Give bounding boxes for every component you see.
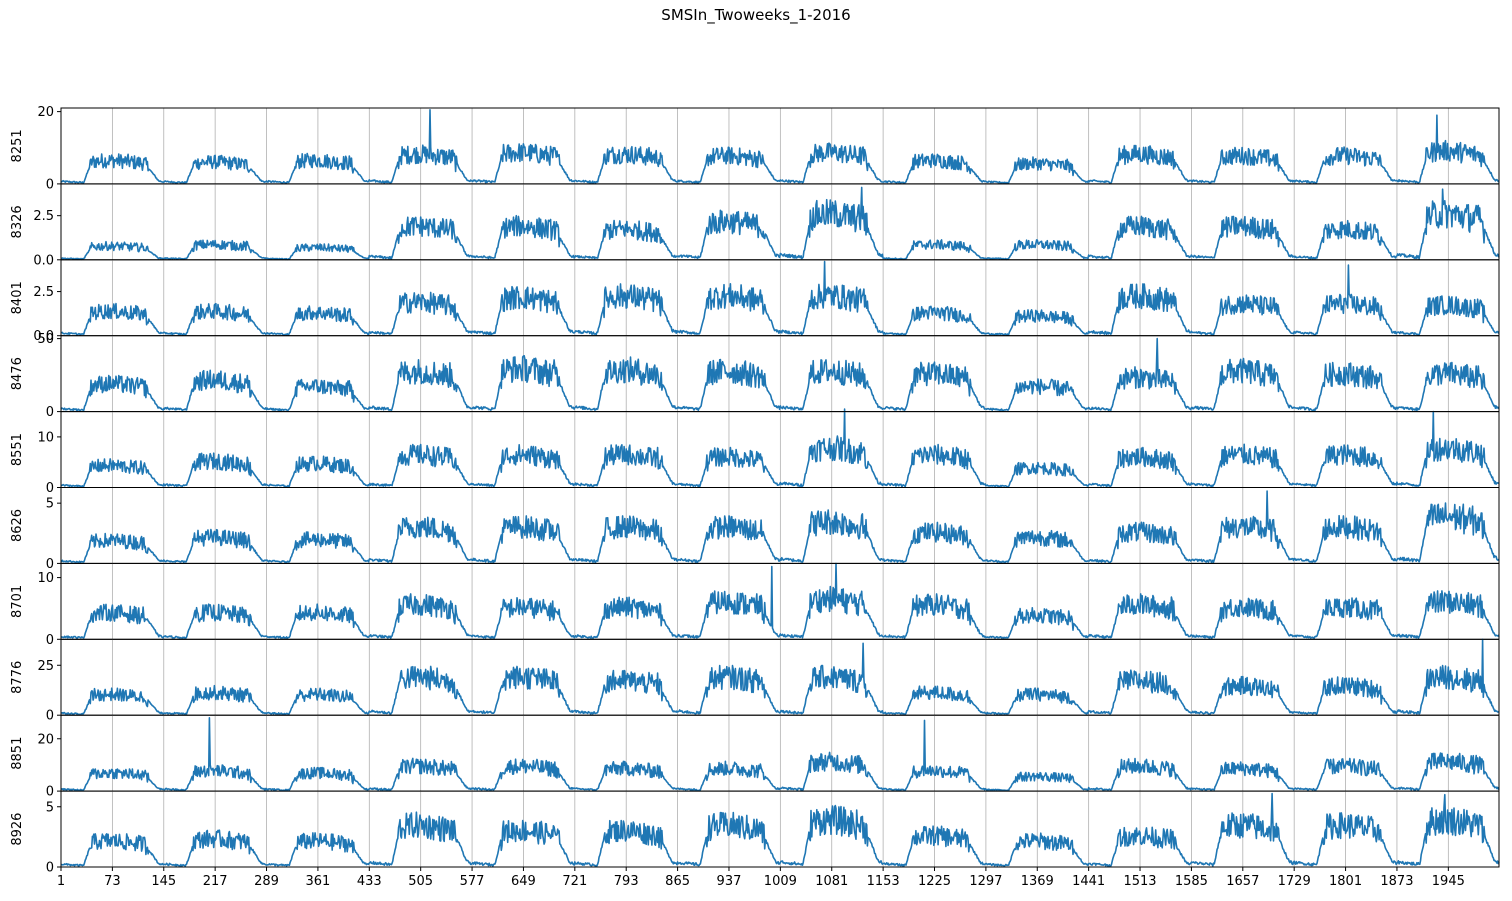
chart-title: SMSIn_Twoweeks_1-2016 [661, 6, 851, 24]
x-tick-label: 1657 [1226, 874, 1259, 889]
series-line-8551 [60, 408, 1500, 488]
x-tick-label: 721 [562, 874, 587, 889]
y-tick-label: 0 [46, 177, 54, 192]
x-tick-label: 217 [203, 874, 228, 889]
y-tick-label: 10 [37, 430, 54, 445]
x-tick-label: 505 [408, 874, 433, 889]
x-tick-label: 649 [511, 874, 536, 889]
panel-8551: 0 10 8551 [10, 408, 1500, 496]
panel-8776: 0 25 8776 [10, 638, 1500, 724]
x-tick-label: 73 [104, 874, 121, 889]
panel-8401: 0.0 2.5 8401 [10, 259, 1500, 344]
y-tick-label: 2.5 [33, 285, 54, 300]
y-tick-label: 0.0 [33, 253, 54, 268]
y-tick-label: 10 [37, 571, 54, 586]
panel-8476: 0 50 8476 [10, 332, 1500, 420]
series-line-8851 [60, 717, 1500, 792]
series-line-8326 [60, 186, 1500, 261]
y-axis-label: 8326 [10, 205, 25, 238]
x-tick-label: 361 [305, 874, 330, 889]
panel-8851: 0 20 8851 [10, 714, 1500, 800]
y-tick-label: 0.0 [33, 329, 54, 344]
y-axis-label: 8776 [10, 661, 25, 694]
y-tick-label: 20 [37, 105, 54, 120]
x-tick-label: 1153 [867, 874, 900, 889]
x-tick-label: 1945 [1432, 874, 1465, 889]
x-tick-label: 937 [717, 874, 742, 889]
panel-8926: 0 5 8926 [10, 790, 1500, 876]
panel-8701: 0 10 8701 [10, 562, 1500, 648]
y-axis-label: 8251 [10, 129, 25, 162]
series-line-8251 [60, 109, 1500, 184]
series-line-8701 [60, 562, 1500, 640]
x-tick-label: 1081 [815, 874, 848, 889]
series-line-8776 [60, 638, 1500, 716]
y-tick-label: 0 [46, 633, 54, 648]
y-axis-label: 8476 [10, 357, 25, 390]
series-line-8476 [60, 337, 1500, 412]
x-tick-label: 1729 [1278, 874, 1311, 889]
x-tick-label: 1009 [764, 874, 797, 889]
y-axis-label: 8851 [10, 737, 25, 770]
y-axis-label: 8701 [10, 585, 25, 618]
x-tick-label: 289 [254, 874, 279, 889]
x-tick-label: 1 [57, 874, 65, 889]
series-line-8626 [60, 490, 1500, 564]
y-tick-label: 0 [46, 785, 54, 800]
y-tick-label: 0 [46, 405, 54, 420]
y-tick-label: 50 [37, 332, 54, 347]
x-tick-label: 1513 [1123, 874, 1156, 889]
x-tick-label: 1441 [1072, 874, 1105, 889]
x-tick-label: 1225 [918, 874, 951, 889]
y-tick-label: 0 [46, 861, 54, 876]
x-tick-label: 1801 [1329, 874, 1362, 889]
x-tick-label: 865 [665, 874, 690, 889]
panel-8251: 0 20 8251 [10, 105, 1500, 192]
panel-8326: 0.0 2.5 8326 [10, 183, 1500, 268]
y-tick-label: 0 [46, 557, 54, 572]
x-tick-label: 1585 [1175, 874, 1208, 889]
x-tick-label: 1873 [1380, 874, 1413, 889]
y-tick-label: 25 [37, 659, 54, 674]
y-axis-label: 8626 [10, 509, 25, 542]
series-line-8926 [60, 792, 1500, 867]
y-tick-label: 0 [46, 709, 54, 724]
y-axis-label: 8926 [10, 813, 25, 846]
x-tick-label: 1297 [969, 874, 1002, 889]
x-tick-label: 433 [357, 874, 382, 889]
x-tick-label: 577 [460, 874, 485, 889]
y-tick-label: 5 [46, 800, 54, 815]
y-tick-label: 5 [46, 497, 54, 512]
y-axis-label: 8551 [10, 433, 25, 466]
y-tick-label: 0 [46, 481, 54, 496]
y-tick-label: 20 [37, 732, 54, 747]
x-tick-label: 1369 [1021, 874, 1054, 889]
x-tick-label: 145 [151, 874, 176, 889]
y-tick-label: 2.5 [33, 209, 54, 224]
x-tick-label: 793 [614, 874, 639, 889]
panel-8626: 0 5 8626 [10, 487, 1500, 572]
y-axis-label: 8401 [10, 281, 25, 314]
series-line-8401 [60, 260, 1500, 336]
